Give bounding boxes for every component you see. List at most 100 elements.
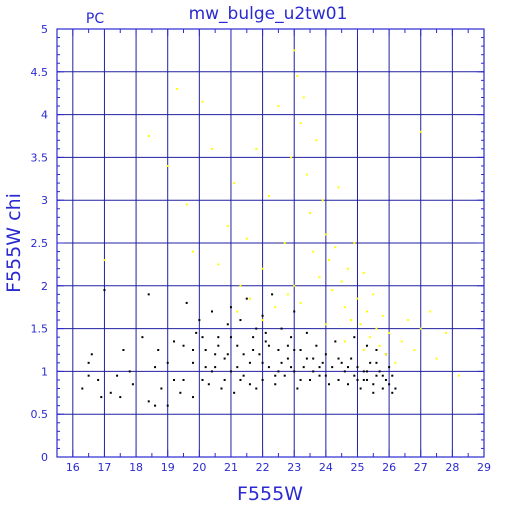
data-point <box>290 366 293 369</box>
data-point <box>236 344 239 347</box>
data-point <box>255 147 258 150</box>
data-point <box>340 361 343 364</box>
data-points <box>81 49 460 407</box>
data-point <box>359 387 362 390</box>
x-tick-label: 26 <box>382 461 396 474</box>
data-point <box>229 370 232 373</box>
data-point <box>419 327 422 330</box>
data-point <box>299 122 302 125</box>
data-point <box>318 276 321 279</box>
data-point <box>299 349 302 351</box>
data-point <box>233 391 236 394</box>
data-point <box>264 340 267 343</box>
data-point <box>179 391 182 394</box>
data-point <box>248 297 251 300</box>
data-point <box>192 250 195 253</box>
data-point <box>362 370 365 373</box>
y-tick-label: 5 <box>41 23 48 36</box>
data-point <box>166 404 169 407</box>
data-point <box>356 297 359 300</box>
data-point <box>305 173 308 176</box>
data-point <box>305 357 308 360</box>
data-point <box>182 344 185 347</box>
data-point <box>356 366 359 369</box>
data-point <box>372 391 375 394</box>
data-point <box>274 306 277 309</box>
x-tick-label: 25 <box>350 461 364 474</box>
data-point <box>400 340 403 343</box>
data-point <box>378 370 381 373</box>
data-point <box>226 323 229 326</box>
data-point <box>217 263 220 266</box>
data-point <box>372 293 375 296</box>
data-point <box>100 396 103 399</box>
data-point <box>321 361 324 364</box>
series-0 <box>81 289 397 407</box>
y-tick-label: 0 <box>41 451 48 464</box>
data-point <box>147 135 150 137</box>
data-point <box>255 327 258 330</box>
data-point <box>280 327 283 330</box>
data-point <box>239 319 242 322</box>
data-point <box>318 366 321 369</box>
data-point <box>286 293 289 296</box>
data-point <box>293 349 296 351</box>
data-point <box>204 349 207 351</box>
data-point <box>324 233 327 236</box>
x-tick-label: 29 <box>477 461 491 474</box>
data-point <box>353 374 356 377</box>
data-point <box>293 49 296 52</box>
data-point <box>147 400 150 403</box>
x-tick-label: 27 <box>414 461 428 474</box>
data-point <box>375 361 378 364</box>
data-point <box>245 237 248 240</box>
data-point <box>388 331 391 334</box>
data-point <box>201 336 204 339</box>
data-point <box>229 306 232 309</box>
data-point <box>210 310 213 313</box>
data-point <box>192 396 195 399</box>
y-tick-label: 4.5 <box>31 66 49 79</box>
data-point <box>302 96 305 99</box>
data-point <box>365 344 368 347</box>
data-point <box>261 378 264 381</box>
data-point <box>388 366 391 369</box>
data-point <box>286 357 289 360</box>
data-point <box>223 378 226 381</box>
data-point <box>207 383 210 386</box>
data-point <box>337 357 340 360</box>
x-tick-label: 21 <box>224 461 238 474</box>
data-point <box>264 331 267 334</box>
axis-ticks <box>56 28 485 458</box>
data-point <box>353 336 356 339</box>
data-point <box>296 387 299 390</box>
data-point <box>233 182 236 185</box>
y-tick-label: 4 <box>41 109 48 122</box>
y-tick-label: 2.5 <box>31 237 49 250</box>
data-point <box>384 378 387 381</box>
data-point <box>242 374 245 377</box>
data-point <box>369 336 372 339</box>
y-tick-label: 1.5 <box>31 323 49 336</box>
data-point <box>381 387 384 390</box>
data-point <box>239 284 242 287</box>
corner-label: PC <box>86 11 104 27</box>
data-point <box>346 366 349 369</box>
data-point <box>375 374 378 377</box>
data-point <box>309 212 312 215</box>
data-point <box>375 349 378 351</box>
data-point <box>381 374 384 377</box>
data-point <box>324 323 327 326</box>
data-point <box>315 344 318 347</box>
data-point <box>236 310 239 313</box>
data-point <box>365 310 368 313</box>
data-point <box>239 378 242 381</box>
data-point <box>283 242 286 244</box>
data-point <box>192 361 195 364</box>
data-point <box>445 331 448 334</box>
data-point <box>154 366 157 369</box>
data-point <box>343 370 346 373</box>
data-point <box>261 314 264 317</box>
data-point <box>293 310 296 313</box>
